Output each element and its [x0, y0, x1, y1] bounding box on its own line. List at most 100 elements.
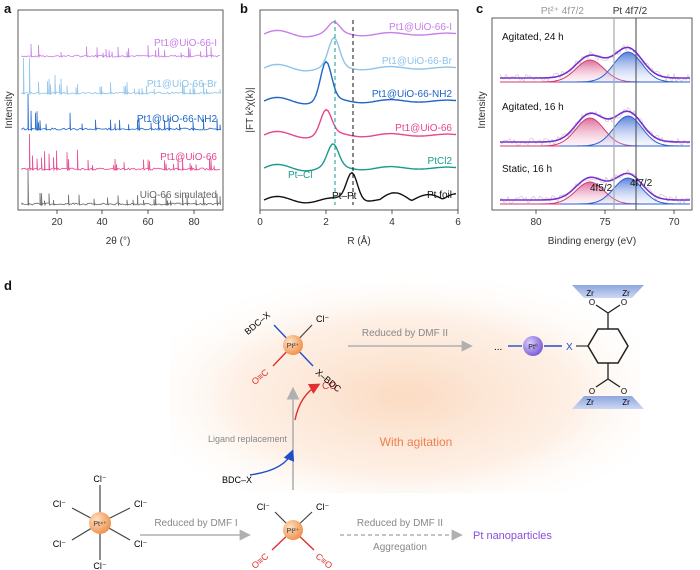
b-trace-3 — [263, 108, 457, 139]
a-trace-2 — [21, 93, 221, 132]
a-tick-40: 40 — [96, 217, 108, 228]
c-envelope-2 — [500, 172, 690, 201]
bdc-in-arrow — [249, 449, 295, 476]
b-label-br: Pt1@UiO-66-Br — [382, 56, 453, 67]
pt2-co-complex: Pt²⁺ Cl⁻ Cl⁻ O≡C C≡O — [250, 502, 335, 570]
c-tick-75: 75 — [599, 217, 611, 228]
pt0-atom — [523, 336, 543, 356]
c-envelope-0 — [500, 46, 690, 79]
pt0-center-label: Pt⁰ — [528, 343, 538, 351]
b-ann-ptpt: Pt–Pt — [332, 191, 357, 202]
b-trace-4 — [263, 143, 457, 172]
panel-a: a Pt1@UiO-66-I Pt1@UiO-66-Br Pt1@UiO-66-… — [4, 1, 224, 247]
c-peak-7-2: 4f7/2 — [630, 178, 653, 189]
benzene-ring — [587, 328, 629, 364]
bdc-text: BDC–X — [222, 475, 252, 485]
b-trace-5 — [263, 171, 457, 204]
pt4-complex: Pt⁴⁺ Cl⁻ Cl⁻ Cl⁻ Cl⁻ Cl⁻ Cl⁻ — [53, 474, 148, 570]
b-trace-0 — [263, 21, 457, 38]
cl-label: Cl⁻ — [316, 314, 329, 324]
panel-b-label: b — [240, 1, 248, 16]
a-tick-20: 20 — [51, 217, 63, 228]
b-label-pt: Pt1@UiO-66 — [395, 123, 452, 134]
cl-label: Cl⁻ — [134, 539, 147, 549]
a-trace-1 — [21, 57, 221, 96]
cl-label: Cl⁻ — [134, 499, 147, 509]
b-label-foil: Pt foil — [427, 190, 452, 201]
c-cond-24h: Agitated, 24 h — [502, 32, 564, 43]
pt2-center-label: Pt²⁺ — [287, 343, 300, 350]
ellipsis: ... — [494, 342, 502, 353]
aggregation-label: Aggregation — [373, 542, 427, 553]
cl-label: Cl⁻ — [316, 502, 329, 512]
agitation-label: With agitation — [380, 435, 453, 449]
c-cond-16h: Agitated, 16 h — [502, 102, 564, 113]
carboxyl-bond — [595, 304, 609, 314]
panel-d-label: d — [4, 278, 12, 293]
b-trace-1 — [263, 36, 457, 72]
zr-label: Zr — [622, 289, 630, 298]
a-trace-4 — [21, 168, 221, 207]
cl-label: Cl⁻ — [93, 474, 106, 484]
a-trace-0 — [21, 43, 221, 59]
c-top-pt2: Pt²⁺ 4f7/2 — [541, 6, 585, 17]
c-blue-peak-0 — [560, 51, 690, 83]
panel-b-traces — [263, 21, 457, 204]
co-ligand-label: C≡O — [314, 551, 335, 570]
cl-label: Cl⁻ — [53, 539, 66, 549]
panel-a-traces — [21, 43, 221, 207]
step1-label: Reduced by DMF I — [154, 518, 237, 529]
pt2-atom — [283, 335, 303, 355]
c-envelope-1 — [500, 110, 690, 143]
panel-b-frame — [259, 9, 459, 211]
b-label-nh2: Pt1@UiO-66-NH2 — [372, 89, 453, 100]
b-ann-ptcl: Pt–Cl — [288, 170, 312, 181]
b-tick-4: 4 — [389, 217, 395, 228]
zr-cluster-top — [572, 285, 644, 298]
co-out-arrow — [294, 383, 321, 421]
co-release-label: CO — [322, 381, 337, 392]
zr-label: Zr — [586, 398, 594, 407]
panel-a-label-br: Pt1@UiO-66-Br — [147, 79, 218, 90]
panel-c-traces — [499, 44, 691, 205]
c-top-pt0: Pt 4f7/2 — [613, 6, 648, 17]
panel-c-frame — [491, 17, 693, 211]
ligand-replacement-label: Ligand replacement — [208, 434, 288, 444]
o-label: O — [621, 387, 627, 396]
a-tick-60: 60 — [142, 217, 154, 228]
pt2-atom — [283, 520, 303, 540]
pt2-center-label: Pt²⁺ — [287, 528, 300, 535]
panel-b: b Pt1@UiO-66-I Pt1@UiO-66-Br Pt1@UiO-66-… — [240, 1, 461, 247]
carboxyl-bond — [607, 304, 621, 314]
pt0-site: ... Pt⁰ X O O O O Zr Zr Zr Zr — [494, 285, 644, 409]
panel-a-xticks: 20 40 60 80 — [51, 210, 200, 228]
c-peak-5-2: 4f5/2 — [590, 183, 613, 194]
o-label: O — [589, 298, 595, 307]
pt4-center-label: Pt⁴⁺ — [93, 521, 107, 528]
cl-label: Cl⁻ — [53, 499, 66, 509]
o-label: O — [621, 298, 627, 307]
b-label-i: Pt1@UiO-66-I — [389, 22, 452, 33]
c-tick-70: 70 — [668, 217, 680, 228]
c-cond-static: Static, 16 h — [502, 164, 552, 175]
c-xlabel: Binding energy (eV) — [548, 236, 636, 247]
panel-b-xticks: 0 2 4 6 — [257, 210, 461, 228]
panel-c-label: c — [476, 1, 483, 16]
x-label: X — [566, 342, 573, 353]
b-trace-2 — [263, 60, 457, 105]
zr-cluster-bottom — [572, 396, 644, 409]
c-blue-peak-1 — [560, 115, 690, 147]
zr-label: Zr — [622, 398, 630, 407]
b-tick-6: 6 — [455, 217, 461, 228]
panel-a-label-i: Pt1@UiO-66-I — [154, 38, 217, 49]
panel-c: c Pt²⁺ 4f7/2 Pt 4f7/2 Agitated, 24 h Agi… — [476, 1, 693, 247]
b-label-ptcl2: PtCl2 — [428, 156, 453, 167]
zr-label: Zr — [586, 289, 594, 298]
a-xlabel: 2θ (°) — [106, 236, 131, 247]
carboxyl-bond — [607, 378, 621, 388]
b-tick-0: 0 — [257, 217, 263, 228]
cl-label: Cl⁻ — [257, 502, 270, 512]
panel-a-label: a — [4, 1, 12, 16]
cl-label: Cl⁻ — [93, 561, 106, 570]
panel-a-label-pt: Pt1@UiO-66 — [160, 152, 217, 163]
